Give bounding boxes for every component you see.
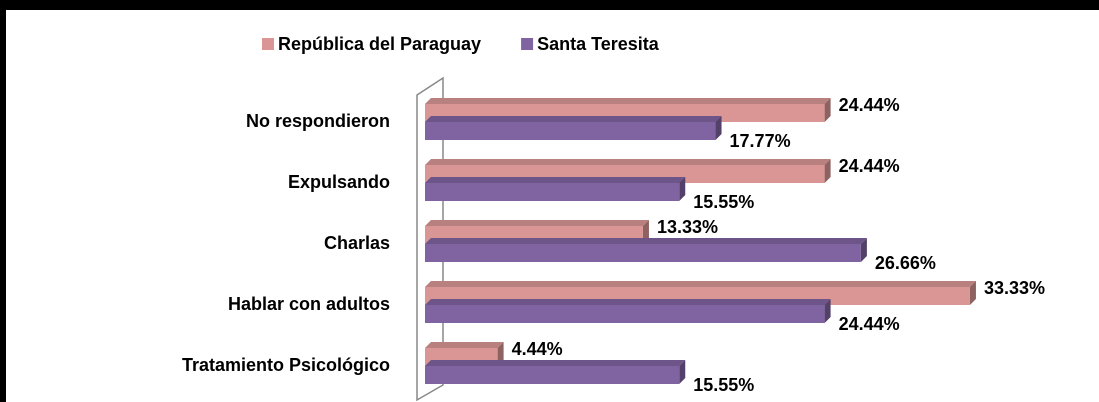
- bar: [425, 366, 680, 384]
- bar-top: [425, 281, 976, 287]
- bar-side: [679, 177, 686, 201]
- bar-top: [425, 342, 504, 348]
- bar: [425, 305, 825, 323]
- bar-side: [824, 299, 831, 323]
- bar: [425, 244, 861, 262]
- plot-background: [6, 10, 1099, 402]
- data-label: 15.55%: [693, 192, 754, 212]
- data-label: 33.33%: [984, 278, 1045, 298]
- bar-top: [425, 159, 831, 165]
- data-label: 17.77%: [730, 131, 791, 151]
- bar-top: [425, 299, 831, 305]
- y-tick-label: Expulsando: [288, 172, 390, 192]
- data-label: 24.44%: [839, 156, 900, 176]
- bar-side: [824, 98, 831, 122]
- legend-swatch: [521, 38, 534, 50]
- legend-label: Santa Teresita: [537, 34, 660, 54]
- data-label: 26.66%: [875, 253, 936, 273]
- y-tick-label: Charlas: [324, 233, 390, 253]
- data-label: 13.33%: [657, 217, 718, 237]
- bar-top: [425, 116, 722, 122]
- bar-top: [425, 360, 686, 366]
- bar-side: [824, 159, 831, 183]
- y-tick-label: Tratamiento Psicológico: [182, 355, 390, 375]
- bar-top: [425, 238, 867, 244]
- bar-top: [425, 98, 831, 104]
- data-label: 4.44%: [512, 339, 563, 359]
- bar-side: [715, 116, 722, 140]
- data-label: 24.44%: [839, 314, 900, 334]
- bar-side: [969, 281, 976, 305]
- legend-label: República del Paraguay: [278, 34, 481, 54]
- y-tick-label: No respondieron: [246, 111, 390, 131]
- bar-side: [860, 238, 867, 262]
- y-tick-label: Hablar con adultos: [228, 294, 390, 314]
- data-label: 15.55%: [693, 375, 754, 395]
- bar: [425, 183, 680, 201]
- bar-top: [425, 220, 649, 226]
- data-label: 24.44%: [839, 95, 900, 115]
- bar-top: [425, 177, 686, 183]
- bar-side: [679, 360, 686, 384]
- bar: [425, 122, 716, 140]
- legend-swatch: [262, 38, 274, 50]
